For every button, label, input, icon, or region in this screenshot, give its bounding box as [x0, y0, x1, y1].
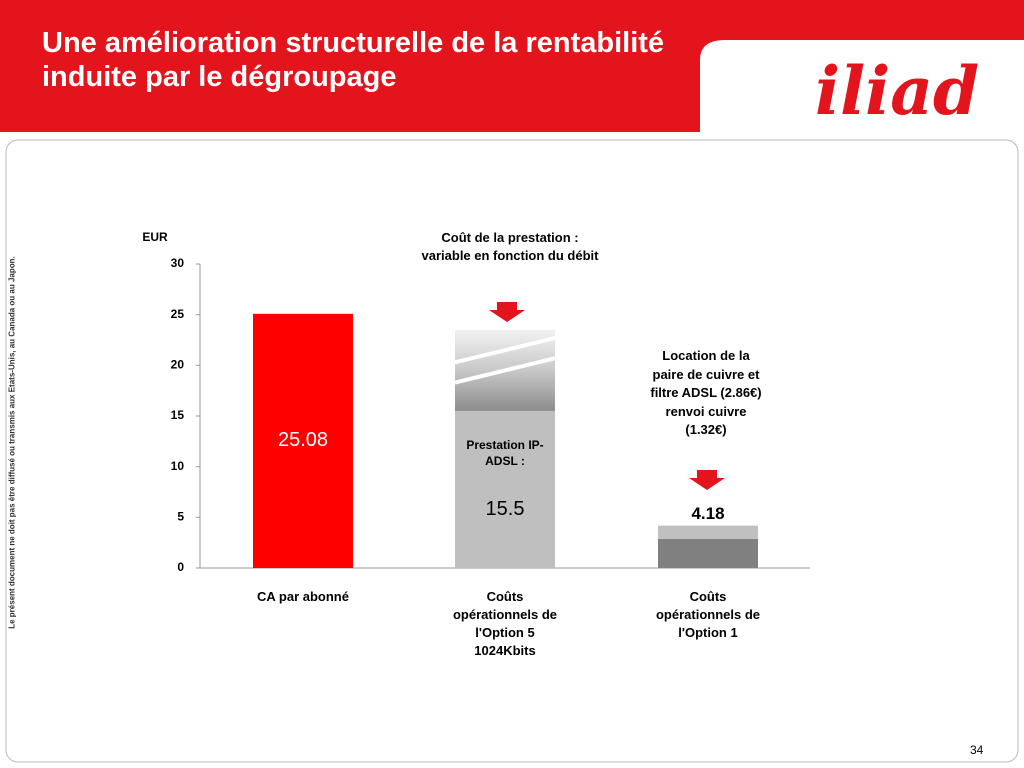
- disclaimer: Le présent document ne doit pas être dif…: [7, 256, 17, 629]
- y-tick-label: 10: [171, 459, 185, 473]
- x-tick-label: Coûts opérationnels de l'Option 1: [655, 589, 761, 640]
- y-tick-label: 20: [171, 358, 185, 372]
- content-frame: [5, 139, 1019, 763]
- y-tick-label: 5: [177, 510, 184, 524]
- annotation: Location de la paire de cuivre et filtre…: [650, 348, 762, 437]
- segment-label: Prestation IP-ADSL :: [466, 438, 544, 469]
- annotation: Coût de la prestation : variable en fonc…: [421, 230, 599, 263]
- logo-area: [700, 40, 1024, 132]
- arrow: [689, 470, 725, 490]
- bar-segment: [658, 539, 758, 568]
- value-label: 25.08: [278, 429, 328, 451]
- y-tick-label: 25: [171, 307, 185, 321]
- x-tick-label: Coûts opérationnels de l'Option 5 1024Kb…: [452, 589, 558, 658]
- y-axis-label: EUR: [142, 230, 168, 244]
- bar-segment: [455, 410, 555, 568]
- page-number: 34: [970, 743, 984, 757]
- logo: iliad: [815, 52, 980, 130]
- slide-title: Une amélioration structurelle de la rent…: [42, 27, 665, 93]
- bar-segment: [658, 525, 758, 540]
- bar-segment: [253, 313, 353, 568]
- stripe: [454, 336, 556, 365]
- y-tick-label: 30: [171, 256, 185, 270]
- y-tick-label: 0: [177, 560, 184, 574]
- arrow: [489, 302, 525, 322]
- x-tick-label: CA par abonné: [257, 589, 349, 604]
- chart: EUR 0 5 10 15 20 25 30 25.08 15.5 4.18: [142, 230, 810, 574]
- y-tick-label: 15: [171, 408, 185, 422]
- stripe: [454, 356, 556, 385]
- total-label: 4.18: [691, 504, 724, 523]
- value-label: 15.5: [486, 498, 525, 520]
